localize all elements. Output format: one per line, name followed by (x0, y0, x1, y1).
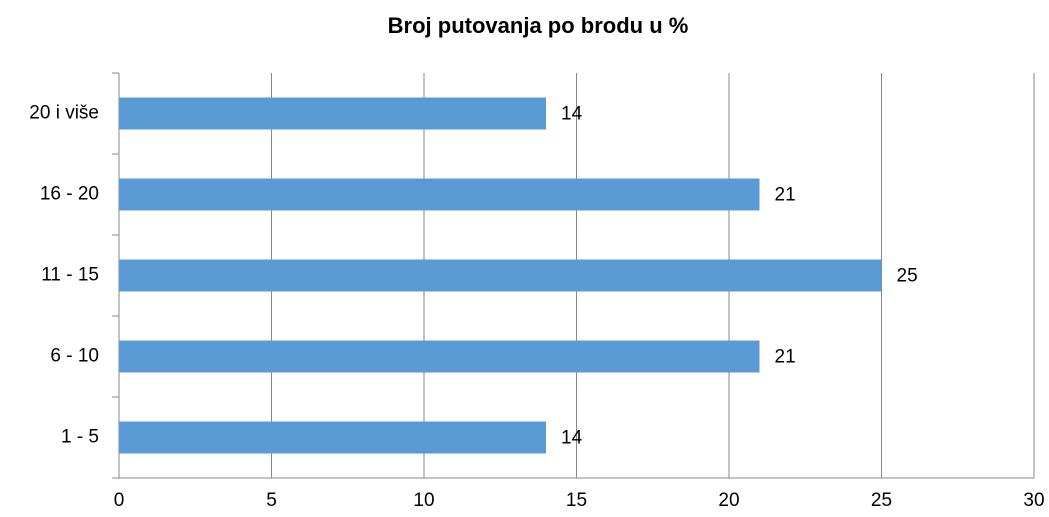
y-tick-label: 6 - 10 (50, 346, 99, 367)
data-label: 14 (561, 428, 583, 449)
x-tick-label: 5 (266, 490, 277, 511)
data-label: 21 (775, 185, 796, 206)
bar (119, 97, 546, 130)
bar (119, 178, 760, 211)
x-tick-label: 20 (718, 490, 739, 511)
data-label: 21 (775, 347, 796, 368)
bar (119, 259, 882, 292)
x-tick-label: 15 (566, 490, 587, 511)
y-tick-label: 1 - 5 (61, 427, 99, 448)
bar (119, 340, 760, 373)
data-label: 14 (561, 104, 583, 125)
chart-title: Broj putovanja po brodu u % (388, 13, 689, 38)
y-tick-label: 20 i više (29, 103, 99, 124)
y-tick-label: 11 - 15 (41, 265, 99, 286)
x-tick-label: 0 (114, 490, 125, 511)
x-tick-label: 10 (413, 490, 434, 511)
x-tick-label: 30 (1023, 490, 1044, 511)
bar (119, 421, 546, 454)
x-tick-label: 25 (871, 490, 892, 511)
data-label: 25 (897, 266, 918, 287)
y-tick-label: 16 - 20 (40, 184, 99, 205)
